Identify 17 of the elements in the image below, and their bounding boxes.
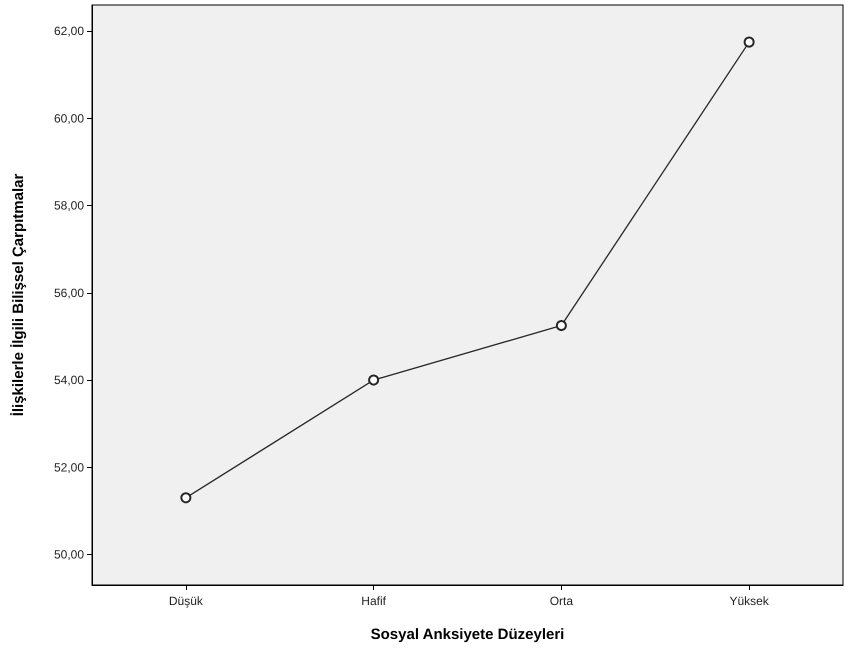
point bbox=[744, 36, 755, 48]
x-tick-label: Yüksek bbox=[729, 594, 770, 608]
y-tick-label: 54,00 bbox=[54, 373, 84, 388]
y-tick-label: 60,00 bbox=[54, 111, 84, 126]
point bbox=[556, 320, 567, 332]
x-tick-label: Düşük bbox=[168, 594, 204, 608]
y-tick-label: 50,00 bbox=[54, 547, 84, 562]
point bbox=[180, 492, 192, 504]
y-tick-label: 56,00 bbox=[54, 286, 84, 300]
point bbox=[368, 374, 380, 386]
y-axis-title: İlişkilerle İlgili Bilişsel Çarpıtmalar bbox=[10, 174, 27, 416]
y-tick-label: 62,00 bbox=[54, 24, 84, 38]
y-tick-label: 58,00 bbox=[54, 198, 84, 213]
x-axis-title: Sosyal Anksiyete Düzeyleri bbox=[370, 626, 564, 643]
x-tick-label: Orta bbox=[550, 594, 574, 608]
x-tick-label: Hafif bbox=[361, 594, 387, 608]
y-tick-label: 52,00 bbox=[54, 460, 84, 474]
